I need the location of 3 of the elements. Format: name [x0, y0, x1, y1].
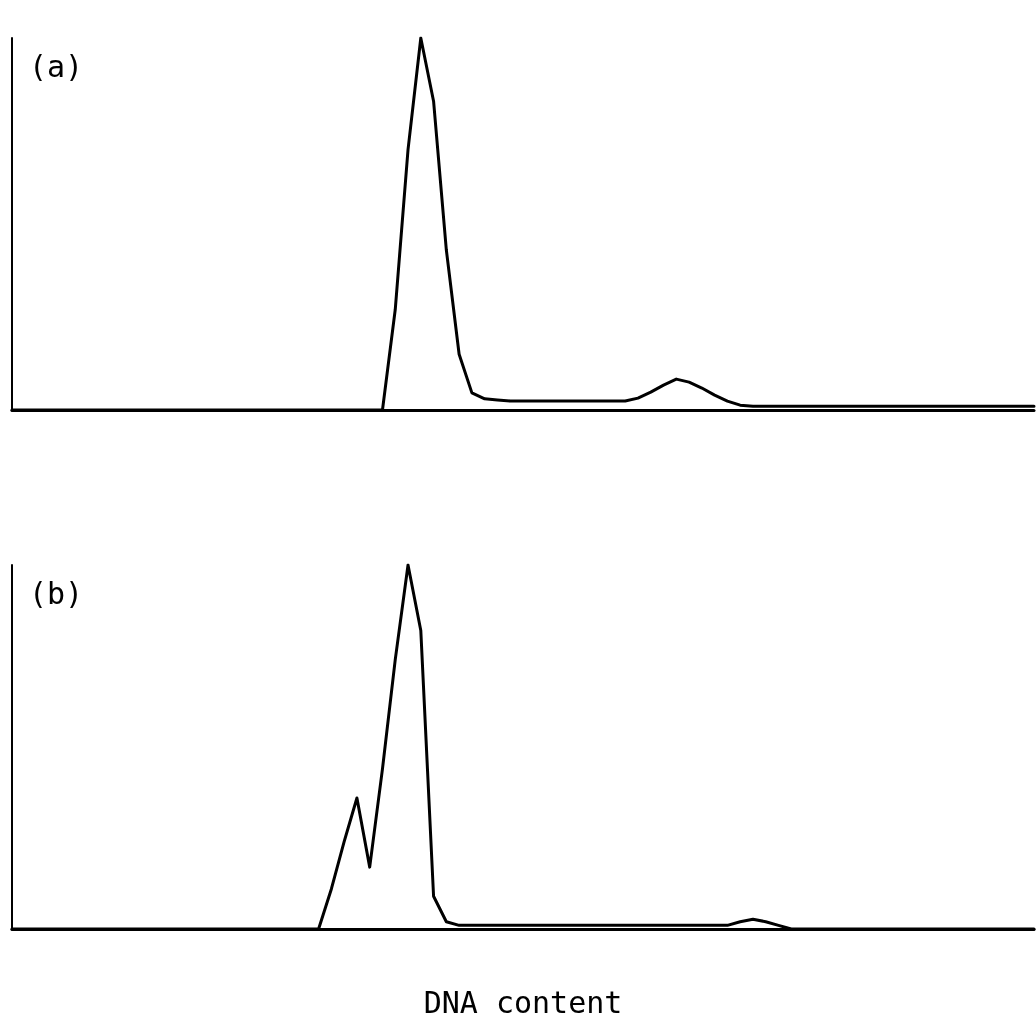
chart-title: (a) — [29, 48, 84, 84]
chart-title: (b) — [29, 575, 84, 611]
x-axis-title: DNA content — [423, 984, 623, 1020]
